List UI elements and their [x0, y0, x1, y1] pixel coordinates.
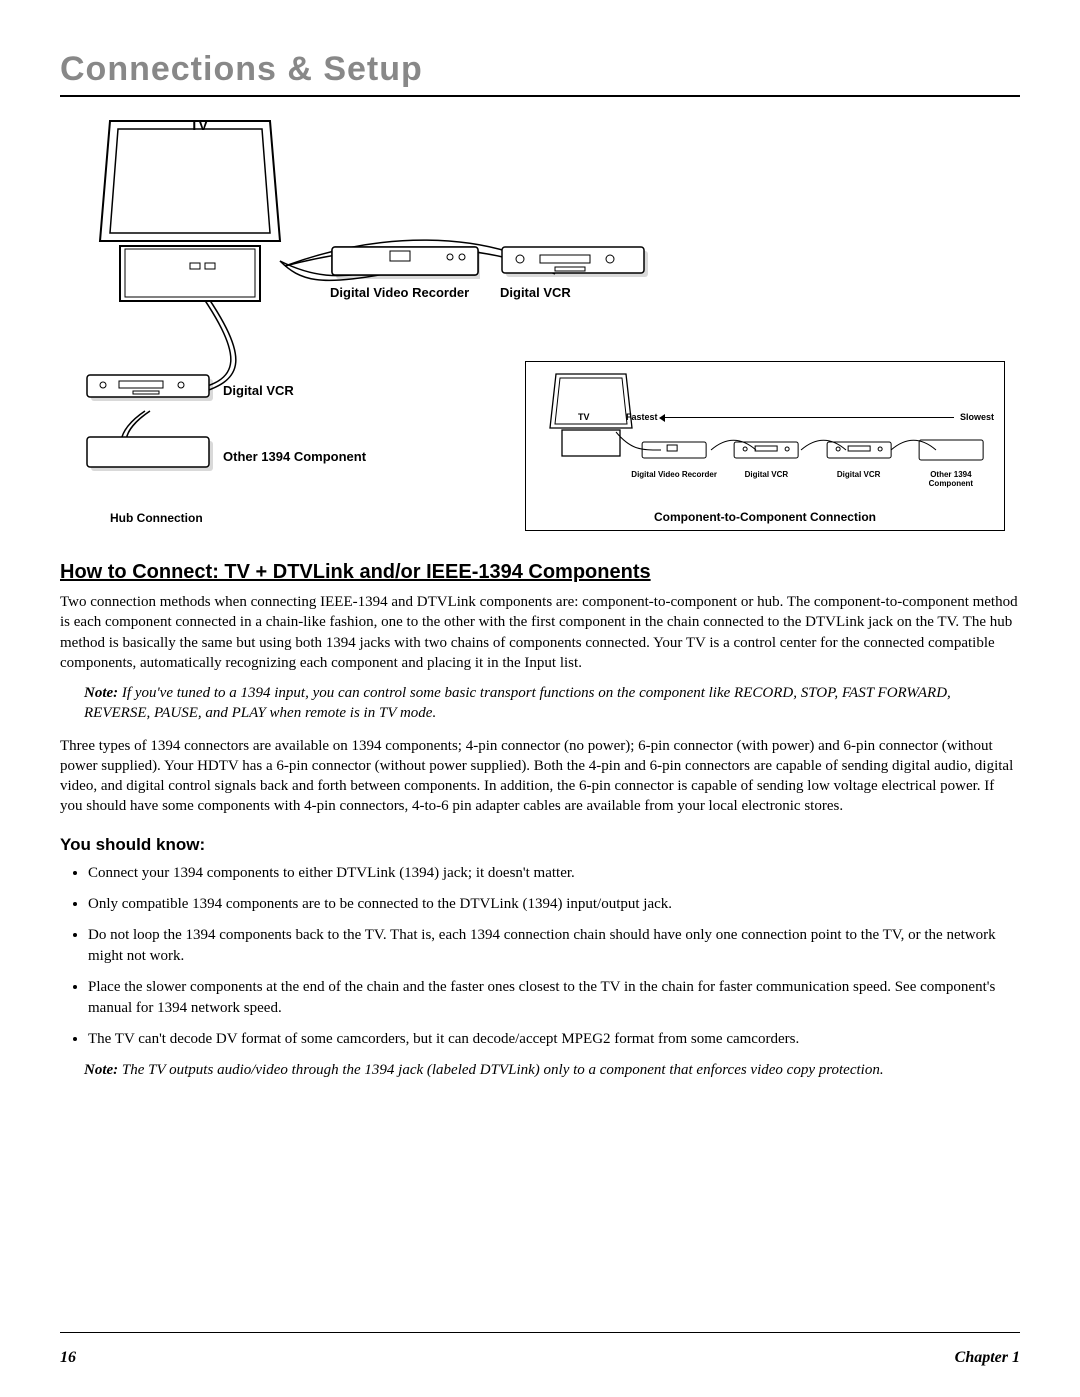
inset-device-row: Digital Video Recorder Digital VCR Digit… [631, 437, 994, 488]
fastest-label: Fastest [626, 412, 658, 422]
note-1-lead: Note: [84, 685, 118, 701]
hub-tv: TV [90, 111, 350, 311]
bullet-1: Only compatible 1394 components are to b… [88, 894, 1020, 915]
hub-vcr-left: Digital VCR [85, 371, 215, 405]
inset-dev-0: Digital Video Recorder [631, 437, 717, 488]
subheading: You should know: [60, 835, 1020, 855]
inset-dev-2: Digital VCR [816, 437, 902, 488]
note-2-text: The TV outputs audio/video through the 1… [118, 1062, 883, 1078]
bullet-0: Connect your 1394 components to either D… [88, 863, 1020, 884]
page-title: Connections & Setup [60, 50, 1020, 89]
slowest-label: Slowest [960, 412, 994, 422]
vcr-top-label: Digital VCR [500, 285, 650, 300]
bullet-4: The TV can't decode DV format of some ca… [88, 1029, 1020, 1050]
hub-other-1394: Other 1394 Component [85, 431, 215, 476]
footer-rule [60, 1332, 1020, 1333]
bullet-2: Do not loop the 1394 components back to … [88, 925, 1020, 967]
dvr-label: Digital Video Recorder [330, 285, 480, 300]
hub-dvr: Digital Video Recorder [330, 241, 480, 300]
bullet-3: Place the slower components at the end o… [88, 977, 1020, 1019]
inset-dev-3: Other 1394 Component [908, 437, 994, 488]
note-2-lead: Note: [84, 1062, 118, 1078]
chapter-label: Chapter 1 [955, 1349, 1020, 1367]
inset-dev-1: Digital VCR [723, 437, 809, 488]
hub-vcr-top: Digital VCR [500, 241, 650, 300]
inset-caption: Component-to-Component Connection [526, 510, 1004, 524]
title-rule [60, 95, 1020, 97]
vcr-left-label: Digital VCR [223, 383, 343, 398]
paragraph-1: Two connection methods when connecting I… [60, 592, 1020, 673]
page-number: 16 [60, 1349, 76, 1367]
inset-component-to-component: TV Fastest Slowest Digital Video Recorde… [525, 361, 1005, 531]
page-footer: 16 Chapter 1 [60, 1349, 1020, 1367]
note-1: Note: If you've tuned to a 1394 input, y… [84, 683, 1020, 724]
note-1-text: If you've tuned to a 1394 input, you can… [84, 685, 951, 721]
note-2: Note: The TV outputs audio/video through… [84, 1060, 1020, 1080]
tv-label: TV [190, 117, 208, 133]
paragraph-2: Three types of 1394 connectors are avail… [60, 736, 1020, 817]
inset-speed-arrow: Fastest Slowest [626, 412, 994, 422]
section-heading: How to Connect: TV + DTVLink and/or IEEE… [60, 561, 1020, 584]
other-1394-label: Other 1394 Component [223, 449, 383, 464]
bullet-list: Connect your 1394 components to either D… [60, 863, 1020, 1050]
connection-diagram: TV Digital Video Recorder [80, 111, 1020, 541]
hub-caption: Hub Connection [110, 511, 203, 525]
inset-tv-label: TV [578, 412, 590, 422]
